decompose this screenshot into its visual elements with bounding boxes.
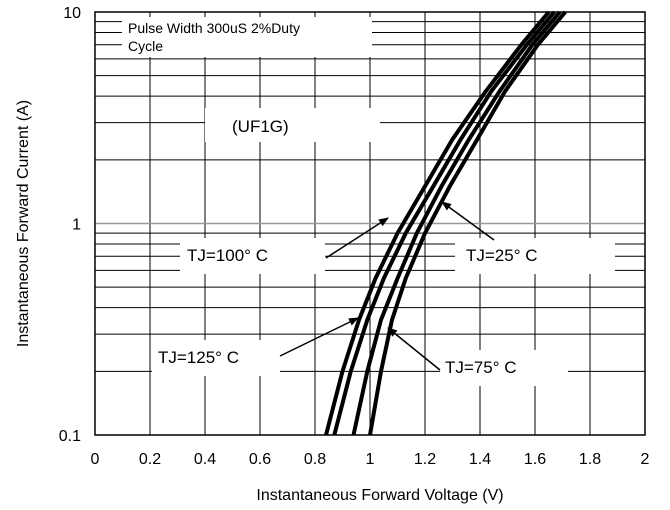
note-text-line1: Pulse Width 300uS 2%Duty <box>128 20 300 36</box>
note-text-line2: Cycle <box>128 38 163 54</box>
arrow-25 <box>441 201 495 241</box>
x-tick-label: 0.4 <box>194 451 216 468</box>
x-tick-label: 0.8 <box>304 451 326 468</box>
y-tick-label: 1 <box>72 217 81 234</box>
curve-layer <box>324 10 567 436</box>
x-axis-title: Instantaneous Forward Voltage (V) <box>256 487 503 504</box>
label-box-layer <box>122 17 615 386</box>
arrow-125 <box>279 317 359 357</box>
arrow-layer <box>279 201 495 371</box>
label-box-125 <box>152 340 280 376</box>
series-label-25: TJ=25° C <box>466 246 538 265</box>
label-box-75 <box>440 350 568 386</box>
y-tick-label: 10 <box>63 5 81 22</box>
series-line <box>351 10 562 436</box>
y-axis-title: Instantaneous Forward Current (A) <box>15 100 32 347</box>
x-tick-label: 1.6 <box>524 451 546 468</box>
arrow-75 <box>387 327 441 371</box>
part-label-box <box>205 108 380 142</box>
series-label-75: TJ=75° C <box>445 358 517 377</box>
series-line <box>324 10 551 436</box>
x-tick-label: 2 <box>641 451 650 468</box>
label-box-25 <box>455 238 615 274</box>
x-tick-label: 1.8 <box>579 451 601 468</box>
part-label: (UF1G) <box>232 117 289 136</box>
plot-frame <box>94 11 646 436</box>
x-tick-label: 1.4 <box>469 451 491 468</box>
series-line <box>368 10 567 436</box>
arrow-100 <box>325 217 389 259</box>
x-tick-label: 0.6 <box>249 451 271 468</box>
x-tick-label: 0.2 <box>139 451 161 468</box>
note-label-box <box>122 17 372 57</box>
x-tick-label: 1 <box>366 451 375 468</box>
y-tick-label: 0.1 <box>59 428 81 445</box>
series-label-125: TJ=125° C <box>158 348 239 367</box>
label-box-100 <box>180 238 325 274</box>
series-line <box>332 10 556 436</box>
text-layer: 0 0.2 0.4 0.6 0.8 1 1.2 1.4 1.6 1.8 2 0.1 1 10 Instant… <box>15 5 650 504</box>
x-tick-label: 0 <box>91 451 100 468</box>
x-tick-label: 1.2 <box>414 451 436 468</box>
series-label-100: TJ=100° C <box>187 246 268 265</box>
